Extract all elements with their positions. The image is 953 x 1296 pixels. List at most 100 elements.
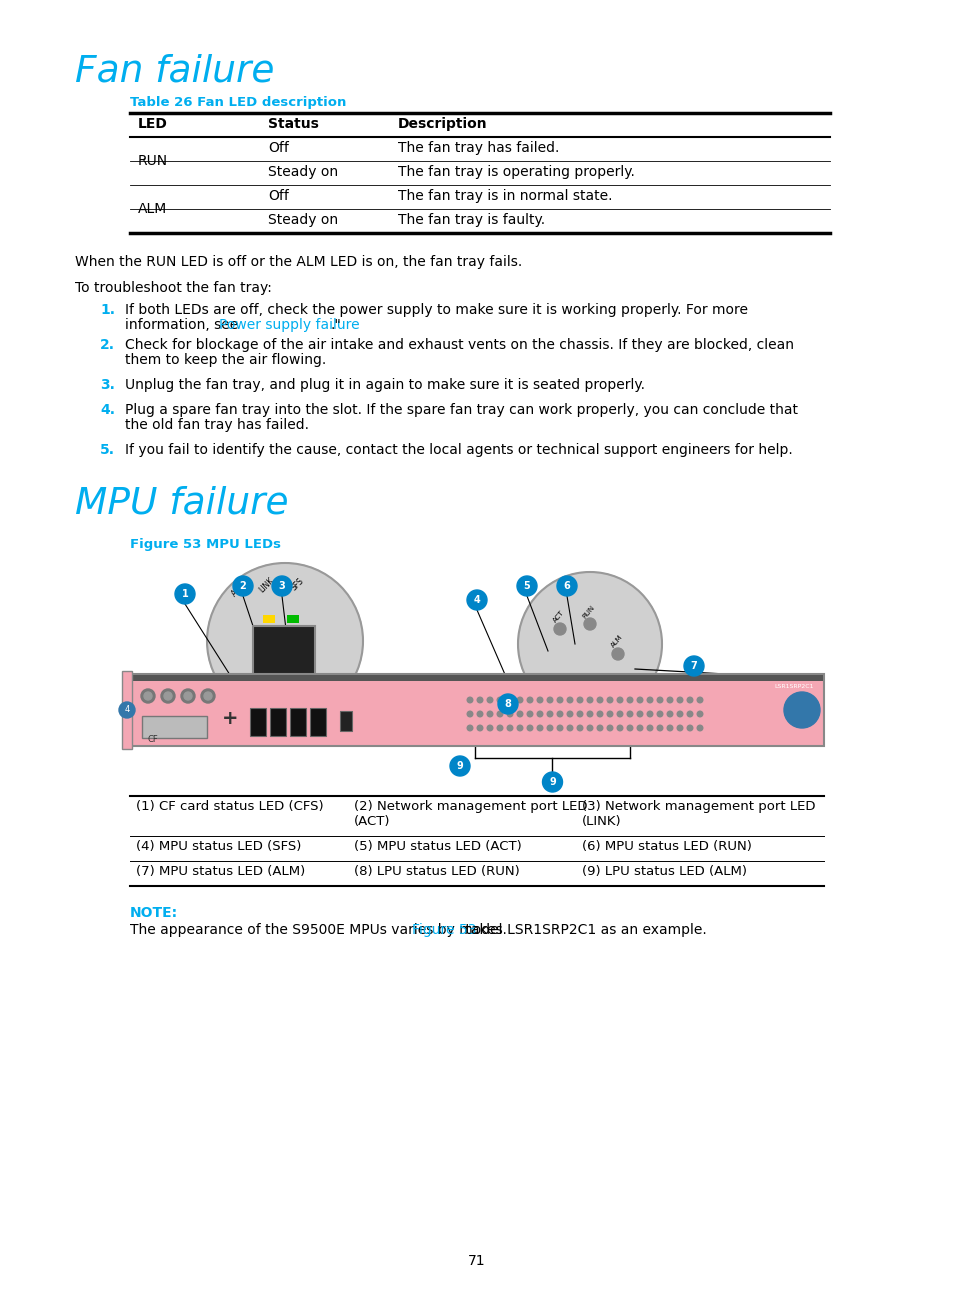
Text: Plug a spare fan tray into the slot. If the spare fan tray can work properly, yo: Plug a spare fan tray into the slot. If … bbox=[125, 403, 797, 417]
Text: Steady on: Steady on bbox=[268, 213, 337, 227]
Text: When the RUN LED is off or the ALM LED is on, the fan tray fails.: When the RUN LED is off or the ALM LED i… bbox=[75, 255, 521, 270]
Text: Figure 53: Figure 53 bbox=[411, 923, 476, 937]
Text: Status: Status bbox=[268, 117, 318, 131]
Circle shape bbox=[626, 697, 632, 702]
Circle shape bbox=[497, 697, 502, 702]
Text: Description: Description bbox=[397, 117, 487, 131]
Circle shape bbox=[646, 712, 652, 717]
Circle shape bbox=[547, 697, 552, 702]
Text: If both LEDs are off, check the power supply to make sure it is working properly: If both LEDs are off, check the power su… bbox=[125, 303, 747, 318]
Circle shape bbox=[587, 726, 592, 731]
Text: Table 26 Fan LED description: Table 26 Fan LED description bbox=[130, 96, 346, 109]
Circle shape bbox=[557, 697, 562, 702]
Circle shape bbox=[233, 575, 253, 596]
Text: LSR1SRP2C1: LSR1SRP2C1 bbox=[773, 684, 813, 689]
Text: 9: 9 bbox=[456, 761, 463, 771]
Text: (1) CF card status LED (CFS): (1) CF card status LED (CFS) bbox=[136, 800, 323, 813]
Text: Check for blockage of the air intake and exhaust vents on the chassis. If they a: Check for blockage of the air intake and… bbox=[125, 338, 793, 353]
Text: (2) Network management port LED
(ACT): (2) Network management port LED (ACT) bbox=[354, 800, 587, 828]
Text: MPU failure: MPU failure bbox=[75, 486, 289, 522]
Text: Power supply failure: Power supply failure bbox=[219, 318, 359, 332]
Text: Fan failure: Fan failure bbox=[75, 53, 274, 89]
Circle shape bbox=[517, 697, 522, 702]
Circle shape bbox=[646, 697, 652, 702]
Circle shape bbox=[697, 697, 702, 702]
Circle shape bbox=[144, 692, 152, 700]
Text: RUN: RUN bbox=[581, 604, 596, 619]
Text: 1.: 1. bbox=[100, 303, 115, 318]
Circle shape bbox=[467, 697, 473, 702]
Circle shape bbox=[587, 697, 592, 702]
Circle shape bbox=[637, 697, 642, 702]
Circle shape bbox=[554, 623, 565, 635]
Text: (7) MPU status LED (ALM): (7) MPU status LED (ALM) bbox=[136, 864, 305, 877]
Circle shape bbox=[537, 697, 542, 702]
Circle shape bbox=[517, 572, 661, 715]
Circle shape bbox=[497, 712, 502, 717]
Circle shape bbox=[657, 726, 662, 731]
Text: LINK: LINK bbox=[256, 575, 275, 595]
Text: The fan tray is in normal state.: The fan tray is in normal state. bbox=[397, 189, 612, 203]
Circle shape bbox=[181, 689, 194, 702]
Bar bbox=[310, 708, 326, 736]
Bar bbox=[122, 671, 132, 749]
Circle shape bbox=[567, 712, 572, 717]
Circle shape bbox=[537, 712, 542, 717]
Circle shape bbox=[567, 726, 572, 731]
Text: them to keep the air flowing.: them to keep the air flowing. bbox=[125, 353, 326, 367]
Bar bbox=[250, 708, 266, 736]
Circle shape bbox=[597, 697, 602, 702]
Circle shape bbox=[577, 726, 582, 731]
Circle shape bbox=[272, 575, 292, 596]
Text: Unplug the fan tray, and plug it in again to make sure it is seated properly.: Unplug the fan tray, and plug it in agai… bbox=[125, 378, 644, 391]
Circle shape bbox=[547, 712, 552, 717]
Circle shape bbox=[527, 712, 532, 717]
Text: 5: 5 bbox=[523, 581, 530, 591]
Circle shape bbox=[119, 702, 135, 718]
Circle shape bbox=[207, 562, 363, 719]
Text: 3.: 3. bbox=[100, 378, 114, 391]
Circle shape bbox=[606, 712, 612, 717]
Circle shape bbox=[686, 712, 692, 717]
Text: 3: 3 bbox=[278, 581, 285, 591]
Text: ALM: ALM bbox=[609, 634, 623, 649]
Text: NOTE:: NOTE: bbox=[130, 906, 178, 920]
Circle shape bbox=[783, 692, 820, 728]
Text: the old fan tray has failed.: the old fan tray has failed. bbox=[125, 419, 309, 432]
Text: ALM: ALM bbox=[138, 202, 167, 216]
Text: The fan tray is faulty.: The fan tray is faulty. bbox=[397, 213, 544, 227]
Circle shape bbox=[617, 712, 622, 717]
Text: 2.: 2. bbox=[100, 338, 115, 353]
Circle shape bbox=[557, 575, 577, 596]
Circle shape bbox=[174, 584, 194, 604]
Circle shape bbox=[567, 697, 572, 702]
Circle shape bbox=[476, 697, 482, 702]
Text: 1: 1 bbox=[181, 588, 188, 599]
Circle shape bbox=[617, 726, 622, 731]
Text: Off: Off bbox=[268, 141, 289, 156]
Text: ACT: ACT bbox=[552, 609, 565, 623]
Text: To troubleshoot the fan tray:: To troubleshoot the fan tray: bbox=[75, 281, 272, 295]
Circle shape bbox=[467, 590, 486, 610]
Text: 8: 8 bbox=[504, 699, 511, 709]
FancyBboxPatch shape bbox=[253, 626, 314, 678]
Text: 4: 4 bbox=[473, 595, 480, 605]
Text: 6: 6 bbox=[563, 581, 570, 591]
Circle shape bbox=[161, 689, 174, 702]
Text: Steady on: Steady on bbox=[268, 165, 337, 179]
Circle shape bbox=[626, 726, 632, 731]
Text: 2: 2 bbox=[239, 581, 246, 591]
Circle shape bbox=[677, 697, 682, 702]
Circle shape bbox=[497, 726, 502, 731]
Text: CF: CF bbox=[148, 735, 158, 744]
Circle shape bbox=[476, 726, 482, 731]
Circle shape bbox=[637, 726, 642, 731]
Text: (3) Network management port LED
(LINK): (3) Network management port LED (LINK) bbox=[581, 800, 815, 828]
Circle shape bbox=[164, 692, 172, 700]
Circle shape bbox=[547, 726, 552, 731]
Circle shape bbox=[657, 697, 662, 702]
Circle shape bbox=[517, 712, 522, 717]
Text: 9: 9 bbox=[549, 778, 556, 787]
Circle shape bbox=[507, 726, 513, 731]
Circle shape bbox=[597, 726, 602, 731]
